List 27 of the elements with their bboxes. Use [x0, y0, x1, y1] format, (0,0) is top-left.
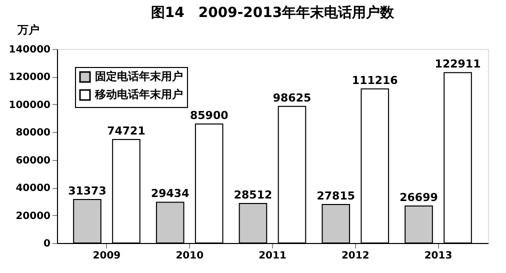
- y-tick-label: 100000: [8, 100, 51, 111]
- legend-label: 固定电话年末用户: [95, 70, 183, 83]
- x-tick-label: 2011: [258, 250, 286, 262]
- x-tick-label: 2012: [341, 250, 370, 262]
- chart-title: 图14 2009-2013年年末电话用户数: [150, 4, 396, 21]
- data-label: 111216: [352, 74, 398, 87]
- y-tick-label: 140000: [8, 44, 51, 56]
- data-label: 27815: [316, 189, 356, 202]
- y-tick-label: 60000: [16, 155, 51, 166]
- y-tick-label: 40000: [16, 183, 51, 194]
- y-tick-label: 80000: [16, 128, 51, 139]
- legend-label: 移动电话年末用户: [94, 88, 183, 101]
- data-label: 26699: [400, 191, 438, 204]
- data-label: 122911: [434, 58, 481, 71]
- y-tick-label: 0: [44, 238, 51, 250]
- x-tick-label: 2013: [424, 250, 452, 262]
- y-axis-title: 万户: [16, 24, 40, 36]
- data-label: 85900: [190, 108, 229, 122]
- x-tick-label: 2009: [92, 250, 121, 262]
- y-tick-label: 20000: [16, 210, 51, 222]
- data-label: 28512: [234, 188, 272, 202]
- data-label: 74721: [107, 124, 146, 138]
- y-tick-label: 120000: [8, 72, 51, 84]
- data-label: 31373: [68, 184, 106, 198]
- data-label: 29434: [150, 187, 190, 200]
- x-tick-label: 2010: [176, 250, 204, 262]
- data-label: 98625: [272, 91, 312, 104]
